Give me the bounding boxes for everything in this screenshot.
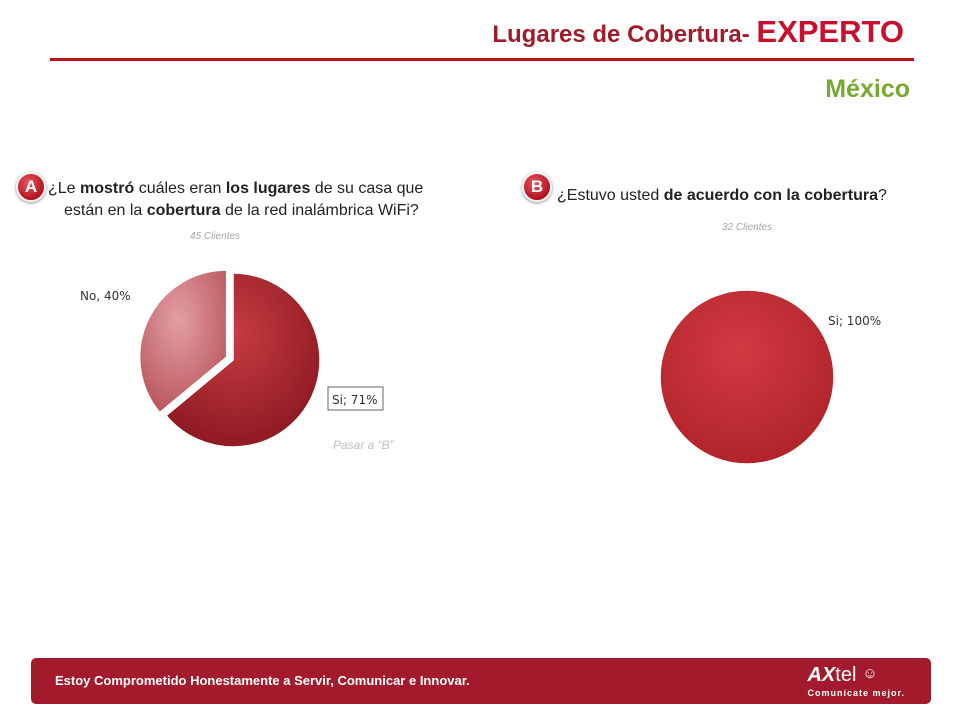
data-label-no-a: No, 40% [80,289,131,303]
badge-a: A [16,172,46,202]
clients-count-b: 32 Clientes [722,222,773,233]
person-icon: ☺ [862,665,878,682]
logo-tel: tel [835,664,857,686]
question-a-line2: están en la cobertura de la red inalámbr… [64,200,419,222]
clients-count-a: 45 Clientes [190,231,241,242]
title-divider [50,58,914,61]
title-main: Lugares de Cobertura- [492,21,757,48]
logo-tagline: Comunícate mejor. [807,688,905,698]
qa-bold: mostró [80,180,135,197]
skip-note: Pasar a “B” [333,438,394,452]
footer-bar: Estoy Comprometido Honestamente a Servir… [31,658,931,704]
qa-text: de la red inalámbrica WiFi? [220,202,419,219]
pie-chart-a [138,269,321,448]
axtel-logo: AXtel ☺ Comunícate mejor. [807,664,905,698]
qb-text: ? [878,187,887,204]
pie-slice-si [165,272,321,448]
pie-slice-si [659,289,835,465]
logo-ax: AX [807,664,836,686]
footer-slogan: Estoy Comprometido Honestamente a Servir… [55,673,470,688]
data-label-si-b: Si; 100% [828,314,881,328]
qa-text: de su casa que [310,180,424,197]
data-label-box [327,386,384,411]
qa-text: están en la [64,202,147,219]
question-a-line1: ¿Le mostró cuáles eran los lugares de su… [48,178,423,200]
qb-text: ¿Estuvo usted [557,187,664,204]
qa-text: ¿Le [48,180,81,197]
data-label-si-a: Si; 71% [332,393,377,407]
question-b: ¿Estuvo usted de acuerdo con la cobertur… [557,185,887,207]
qa-text: cuáles eran [134,180,226,197]
page-title: Lugares de Cobertura- EXPERTO [492,14,904,50]
title-emphasis: EXPERTO [756,14,904,49]
pie-slice-no [138,269,228,414]
pie-chart-b [659,289,835,465]
qb-bold: de acuerdo con la cobertura [663,187,878,204]
badge-b: B [522,172,552,202]
qa-bold: los lugares [225,180,311,197]
qa-bold: cobertura [146,202,221,219]
country-subtitle: México [825,75,910,103]
